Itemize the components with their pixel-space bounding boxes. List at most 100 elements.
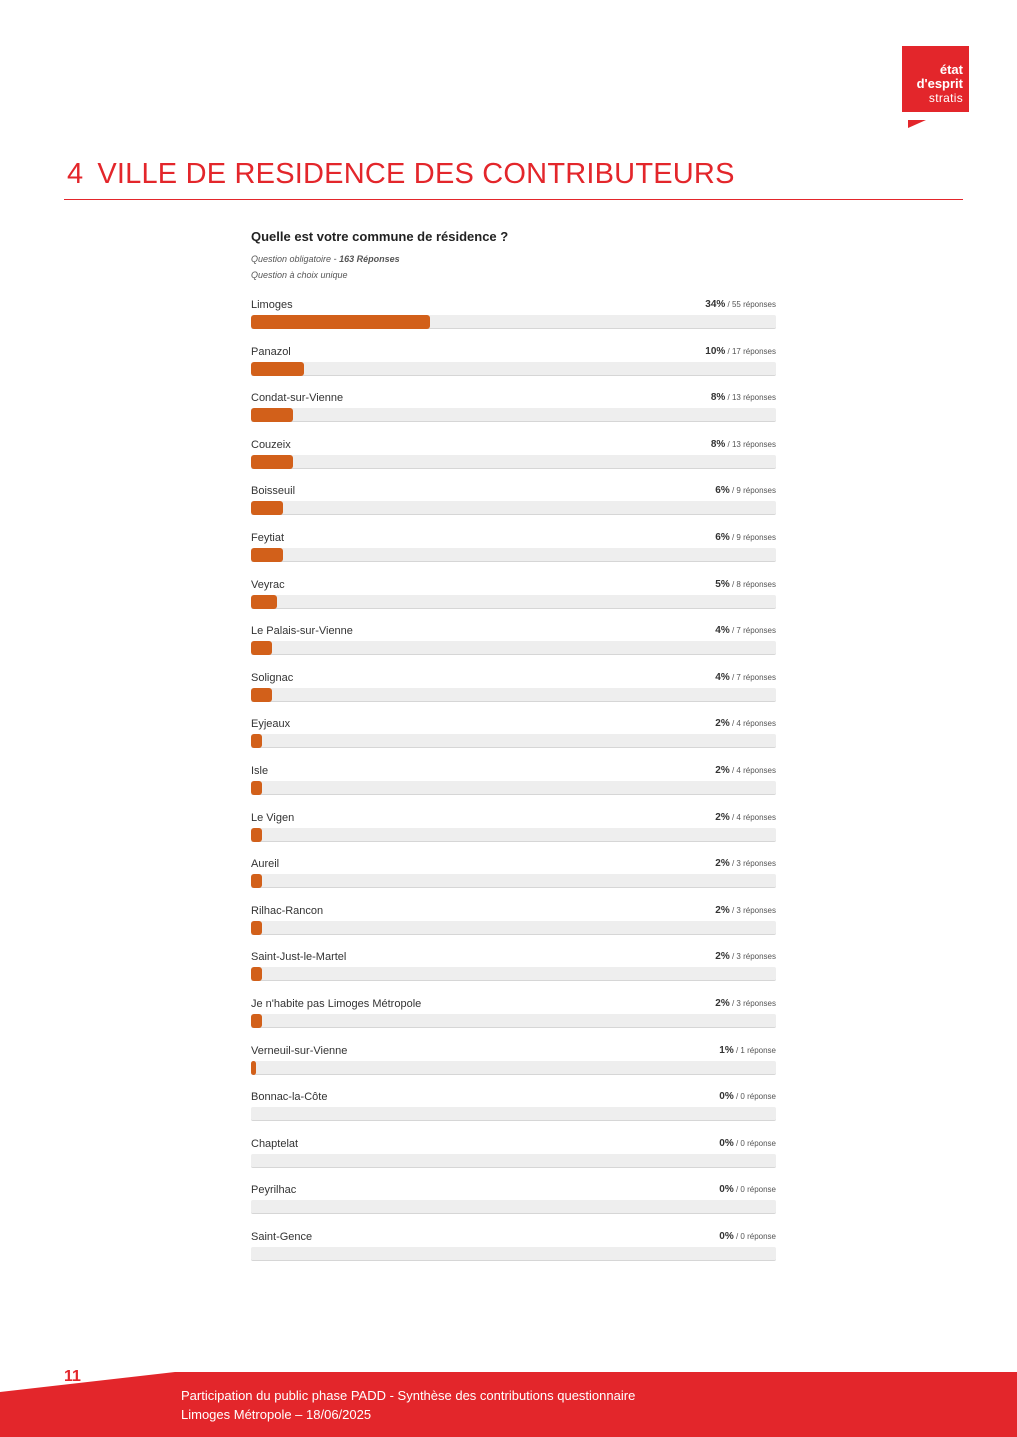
bar-fill <box>251 361 304 376</box>
bar-fill <box>251 687 272 702</box>
percent-label: 6% <box>715 531 730 543</box>
footer-line-2: Limoges Métropole – 18/06/2025 <box>181 1407 372 1422</box>
bar-track <box>251 641 776 656</box>
bar-track <box>251 687 776 702</box>
logo-line-2: d'esprit <box>916 76 963 91</box>
bar-row: Le Vigen 2% / 4 réponses <box>251 811 776 858</box>
footer-line-1: Participation du public phase PADD - Syn… <box>181 1388 636 1403</box>
bar-fill <box>251 920 262 935</box>
percent-label: 2% <box>715 718 730 730</box>
page-number: 11 <box>64 1368 81 1385</box>
bar-fill <box>251 1060 257 1075</box>
bar-fill <box>251 594 278 609</box>
percent-label: 5% <box>715 578 730 590</box>
value-label: 0% / 0 réponse <box>719 1184 776 1195</box>
response-count-label: / 0 réponse <box>735 1231 776 1241</box>
response-count-label: / 7 réponses <box>731 626 776 636</box>
percent-label: 2% <box>715 764 730 776</box>
bar-row: Peyrilhac 0% / 0 réponse <box>251 1183 776 1230</box>
footer-text: Participation du public phase PADD - Syn… <box>181 1386 635 1424</box>
bar-row: Limoges 34% / 55 réponses <box>251 298 776 345</box>
bar-row: Couzeix 8% / 13 réponses <box>251 438 776 485</box>
value-label: 8% / 13 réponses <box>711 439 776 450</box>
category-label: Feytiat <box>251 531 285 544</box>
value-label: 2% / 4 réponses <box>715 812 776 823</box>
value-label: 0% / 0 réponse <box>719 1138 776 1149</box>
bar-track <box>251 734 776 749</box>
value-label: 6% / 9 réponses <box>715 485 776 496</box>
response-count-label: / 9 réponses <box>731 486 776 496</box>
percent-label: 4% <box>715 625 730 637</box>
bar-fill <box>251 827 262 842</box>
response-count: 163 Réponses <box>339 254 400 264</box>
response-count-label: / 3 réponses <box>731 998 776 1008</box>
bar-track <box>251 1246 776 1261</box>
value-label: 34% / 55 réponses <box>705 299 776 310</box>
percent-label: 8% <box>710 392 726 404</box>
bar-track <box>251 594 776 609</box>
category-label: Panazol <box>251 345 291 358</box>
bar-fill <box>251 454 293 469</box>
response-count-label: / 7 réponses <box>731 672 776 682</box>
percent-label: 2% <box>715 904 730 916</box>
bar-fill <box>251 501 283 516</box>
bar-row: Boisseuil 6% / 9 réponses <box>251 484 776 531</box>
section-number: 4 <box>67 158 84 190</box>
response-count-label: / 3 réponses <box>731 905 776 915</box>
bar-track <box>251 454 776 469</box>
bar-row: Chaptelat 0% / 0 réponse <box>251 1137 776 1184</box>
value-label: 0% / 0 réponse <box>719 1091 776 1102</box>
response-count-label: / 0 réponse <box>735 1185 776 1195</box>
bar-fill <box>251 734 262 749</box>
heading-divider <box>64 199 963 200</box>
response-count-label: / 9 réponses <box>731 532 776 542</box>
response-count-label: / 3 réponses <box>731 952 776 962</box>
bar-track <box>251 408 776 423</box>
bar-row: Veyrac 5% / 8 réponses <box>251 578 776 625</box>
percent-label: 0% <box>719 1184 734 1196</box>
bar-row: Saint-Gence 0% / 0 réponse <box>251 1230 776 1277</box>
question-meta: Question obligatoire - 163 Réponses <box>251 254 400 264</box>
category-label: Limoges <box>251 299 293 311</box>
category-label: Rilhac-Rancon <box>251 904 324 917</box>
value-label: 2% / 4 réponses <box>715 765 776 776</box>
bar-row: Le Palais-sur-Vienne 4% / 7 réponses <box>251 624 776 671</box>
response-count-label: / 4 réponses <box>731 765 776 775</box>
value-label: 5% / 8 réponses <box>715 579 776 590</box>
percent-label: 2% <box>715 811 730 823</box>
response-count-label: / 4 réponses <box>731 812 776 822</box>
percent-label: 0% <box>719 1091 734 1103</box>
bar-row: Je n'habite pas Limoges Métropole 2% / 3 … <box>251 997 776 1044</box>
question-title: Quelle est votre commune de résidence ? <box>251 229 509 244</box>
bar-track <box>251 1013 776 1028</box>
value-label: 2% / 3 réponses <box>715 998 776 1009</box>
category-label: Aureil <box>251 858 280 871</box>
percent-label: 2% <box>715 858 730 870</box>
percent-label: 0% <box>719 1230 734 1242</box>
percent-label: 6% <box>715 485 730 497</box>
question-meta-prefix: Question obligatoire - <box>251 254 340 264</box>
response-count-label: / 1 réponse <box>735 1045 776 1055</box>
category-label: Chaptelat <box>251 1137 299 1150</box>
bar-row: Condat-sur-Vienne 8% / 13 réponses <box>251 391 776 438</box>
bar-track <box>251 1107 776 1122</box>
category-label: Le Vigen <box>251 811 295 824</box>
value-label: 8% / 13 réponses <box>711 392 776 403</box>
bar-fill <box>251 315 430 329</box>
bar-fill <box>251 967 262 982</box>
bar-row: Isle 2% / 4 réponses <box>251 764 776 811</box>
response-count-label: / 0 réponse <box>735 1092 776 1102</box>
bar-track <box>251 315 776 329</box>
bar-row: Aureil 2% / 3 réponses <box>251 857 776 904</box>
bar-track <box>251 780 776 795</box>
category-label: Veyrac <box>251 578 285 591</box>
value-label: 4% / 7 réponses <box>715 625 776 636</box>
category-label: Bonnac-la-Côte <box>251 1091 328 1104</box>
bar-row: Rilhac-Rancon 2% / 3 réponses <box>251 904 776 951</box>
value-label: 2% / 4 réponses <box>715 718 776 729</box>
response-count-label: / 8 réponses <box>731 579 776 589</box>
bar-track <box>251 501 776 516</box>
bar-row: Solignac 4% / 7 réponses <box>251 671 776 718</box>
response-bar-chart: Limoges 34% / 55 réponses Panazol 10% / 17 … <box>251 298 776 1276</box>
question-type: Question à choix unique <box>251 270 348 280</box>
